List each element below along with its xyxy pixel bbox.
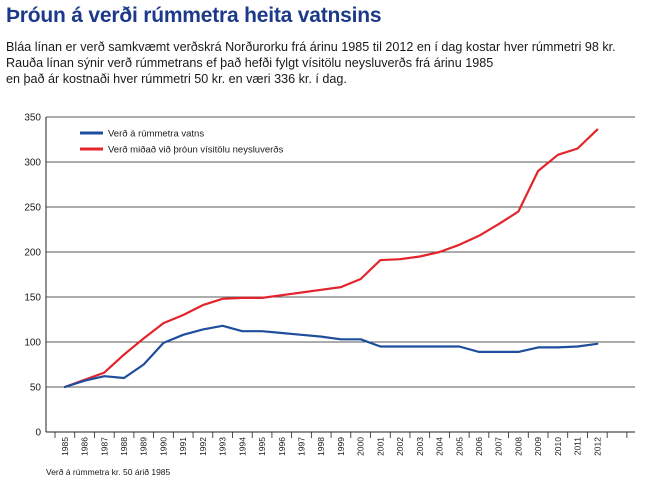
x-tick-label: 1993 bbox=[218, 437, 228, 456]
x-tick-label: 1994 bbox=[237, 437, 247, 456]
subtitle-line: en það ár kostnaði hver rúmmetri 50 kr. … bbox=[6, 72, 347, 86]
x-tick-label: 1999 bbox=[336, 437, 346, 456]
series-line bbox=[63, 324, 599, 389]
grid-lines bbox=[46, 116, 635, 388]
y-tick-label: 150 bbox=[24, 293, 41, 304]
x-tick-label: 2002 bbox=[395, 437, 405, 456]
y-tick-label: 300 bbox=[24, 158, 41, 169]
x-tick-label: 1985 bbox=[60, 437, 70, 456]
y-tick-label: 350 bbox=[24, 113, 41, 124]
x-tick-label: 1990 bbox=[158, 437, 168, 456]
y-tick-label: 200 bbox=[24, 248, 41, 259]
x-tick-label: 1989 bbox=[139, 437, 149, 456]
x-tick-label: 1986 bbox=[80, 437, 90, 456]
x-axis-ticks: 1985 1986 1987 1988 1989 1990 1991 1992 1993 1994… bbox=[54, 432, 628, 456]
series-lines bbox=[63, 128, 599, 389]
x-tick-label: 1997 bbox=[297, 437, 307, 456]
x-tick-label: 2006 bbox=[474, 437, 484, 456]
x-tick-label: 2003 bbox=[415, 437, 425, 456]
legend-label: Verð miðað við þróun vísitölu neysluverð… bbox=[108, 145, 284, 156]
x-tick-label: 2009 bbox=[533, 437, 543, 456]
chart-title: Þróun á verði rúmmetra heita vatnsins bbox=[6, 4, 382, 27]
x-tick-label: 1998 bbox=[316, 437, 326, 456]
y-tick-label: 50 bbox=[30, 383, 42, 394]
footnote: Verð á rúmmetra kr. 50 árið 1985 bbox=[46, 467, 171, 477]
y-tick-label: 0 bbox=[35, 428, 41, 439]
y-axis-ticks: 0 50 100 150 200 250 300 350 bbox=[24, 113, 41, 439]
x-tick-label: 2001 bbox=[375, 437, 385, 456]
axes bbox=[45, 117, 635, 433]
x-tick-label: 2011 bbox=[573, 437, 583, 456]
legend: Verð á rúmmetra vatns Verð miðað við þróu… bbox=[80, 129, 284, 156]
x-tick-label: 1995 bbox=[257, 437, 267, 456]
y-tick-label: 100 bbox=[24, 338, 41, 349]
chart-subtitle: Bláa línan er verð samkvæmt verðskrá Nor… bbox=[6, 39, 616, 87]
x-tick-label: 1996 bbox=[277, 437, 287, 456]
x-tick-label: 2004 bbox=[435, 437, 445, 456]
subtitle-line: Bláa línan er verð samkvæmt verðskrá Nor… bbox=[6, 40, 616, 54]
x-tick-label: 1991 bbox=[178, 437, 188, 456]
y-tick-label: 250 bbox=[24, 203, 41, 214]
x-tick-label: 2010 bbox=[553, 437, 563, 456]
x-tick-label: 2000 bbox=[356, 437, 366, 456]
legend-label: Verð á rúmmetra vatns bbox=[108, 129, 204, 140]
x-tick-label: 2005 bbox=[454, 437, 464, 456]
x-tick-label: 1988 bbox=[119, 437, 129, 456]
subtitle-line: Rauða línan sýnir verð rúmmetrans ef það… bbox=[6, 56, 494, 70]
x-tick-label: 2008 bbox=[513, 437, 523, 456]
x-tick-label: 1992 bbox=[198, 437, 208, 456]
x-tick-label: 2007 bbox=[494, 437, 504, 456]
x-tick-label: 2012 bbox=[592, 437, 602, 456]
x-tick-label: 1987 bbox=[99, 437, 109, 456]
series-line bbox=[63, 128, 599, 389]
